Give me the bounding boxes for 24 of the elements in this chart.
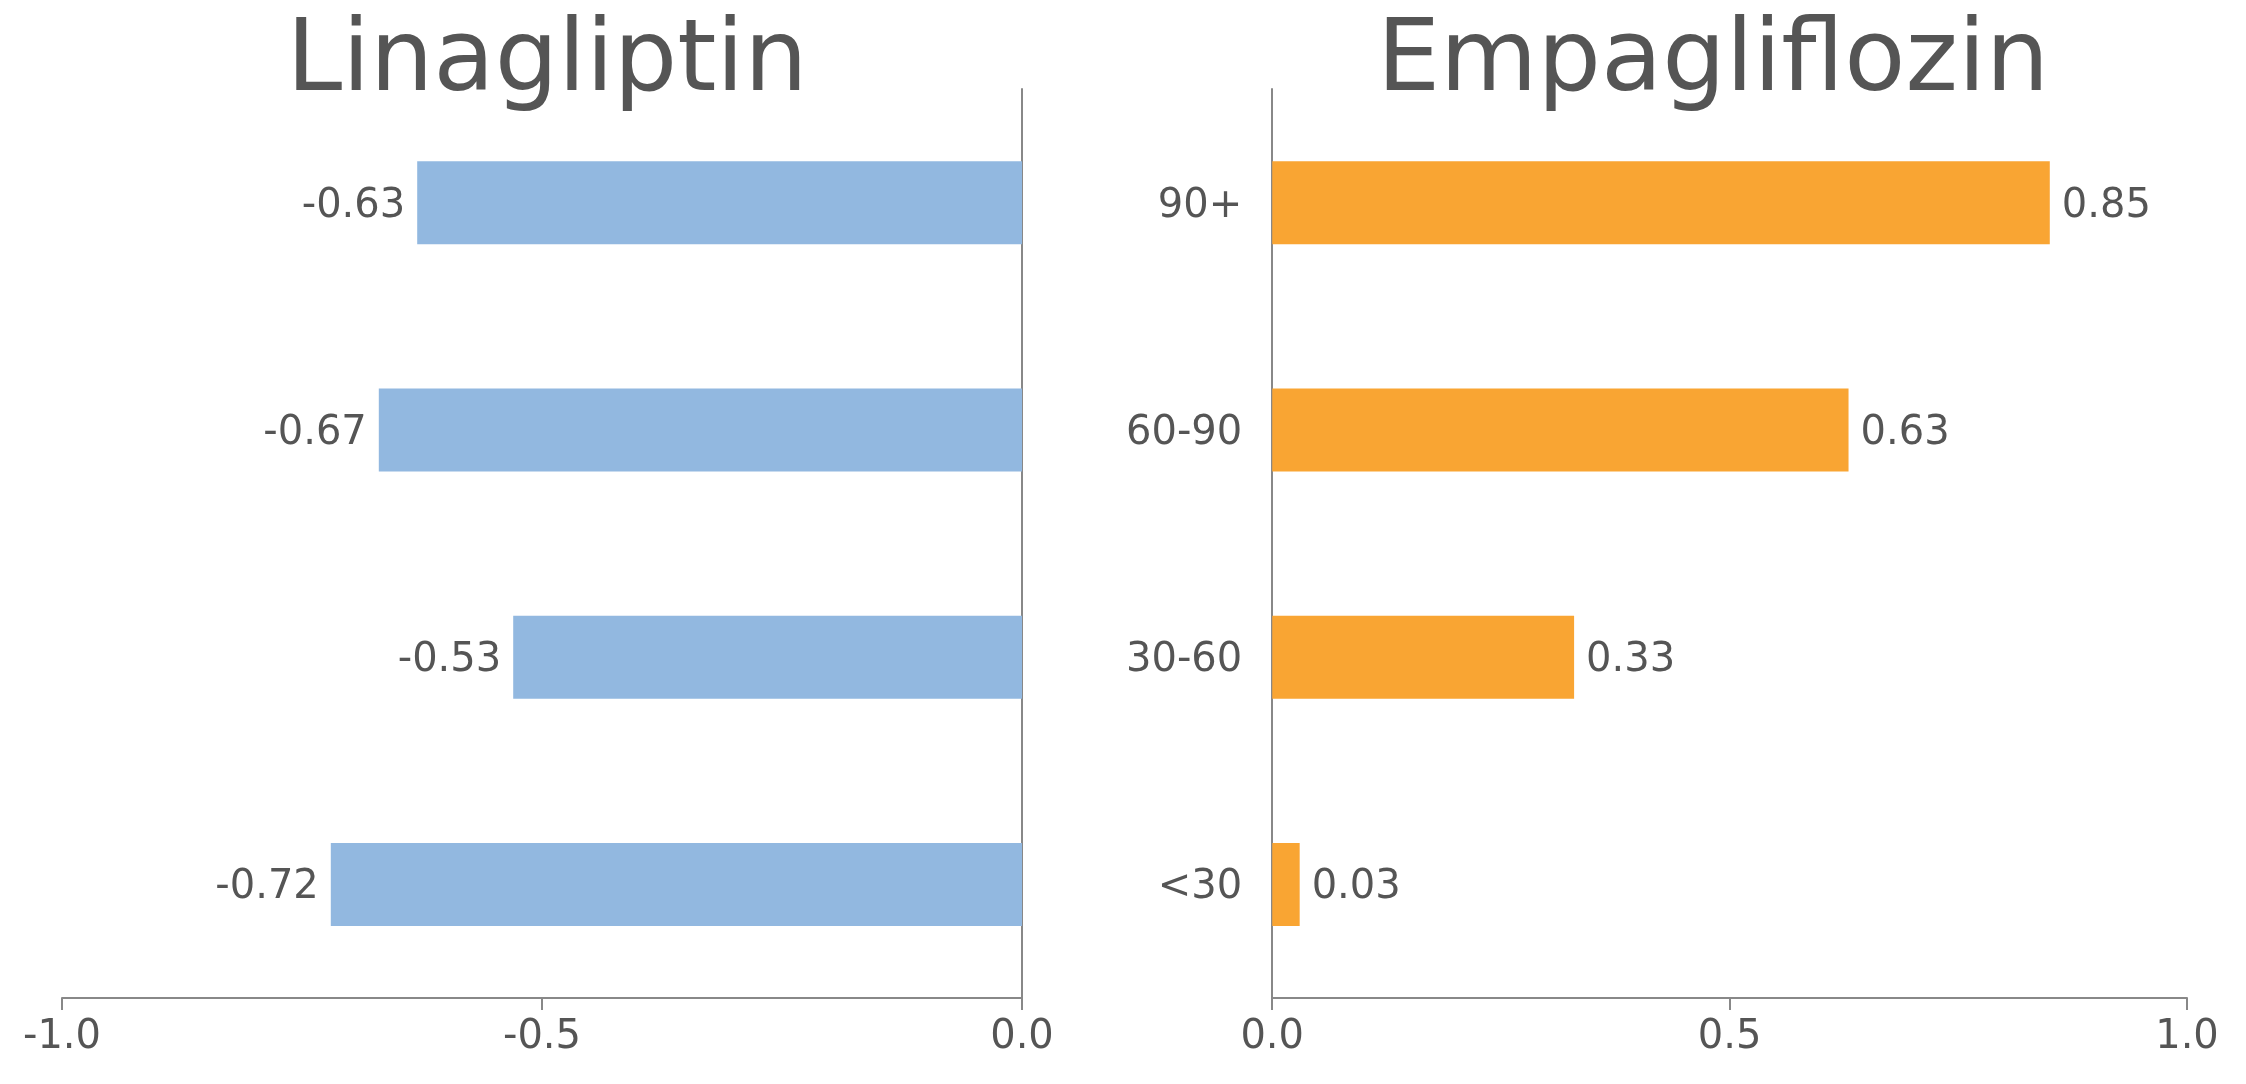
bar	[1272, 842, 1300, 926]
data-label: 0.03	[1311, 861, 1401, 908]
data-label: 0.85	[2061, 179, 2151, 226]
x-tick-label: -1.0	[22, 1011, 102, 1057]
data-label: -0.63	[301, 179, 406, 226]
data-label: -0.53	[397, 634, 502, 681]
data-label: 0.33	[1586, 634, 1676, 681]
y-tick-label: <30	[1157, 861, 1243, 908]
data-label: -0.72	[215, 861, 319, 908]
y-tick-label: 60-90	[1126, 406, 1243, 453]
x-tick-label: 0.0	[1240, 1011, 1305, 1057]
y-tick-label: 30-60	[1126, 634, 1243, 681]
bar	[1272, 615, 1575, 699]
x-tick-label: -0.5	[502, 1011, 582, 1057]
x-tick-label: 1.0	[2155, 1011, 2219, 1057]
bar	[1272, 388, 1849, 472]
x-tick-label: 0.5	[1697, 1011, 1762, 1057]
bar	[1272, 161, 2050, 245]
x-tick-label: 0.0	[990, 1011, 1054, 1057]
chart-title: Linagliptin	[286, 0, 808, 114]
y-tick-label: 90+	[1157, 179, 1243, 226]
chart-title: Empagliflozin	[1376, 0, 2050, 114]
data-label: 0.63	[1860, 406, 1950, 453]
data-label: -0.67	[263, 406, 367, 453]
